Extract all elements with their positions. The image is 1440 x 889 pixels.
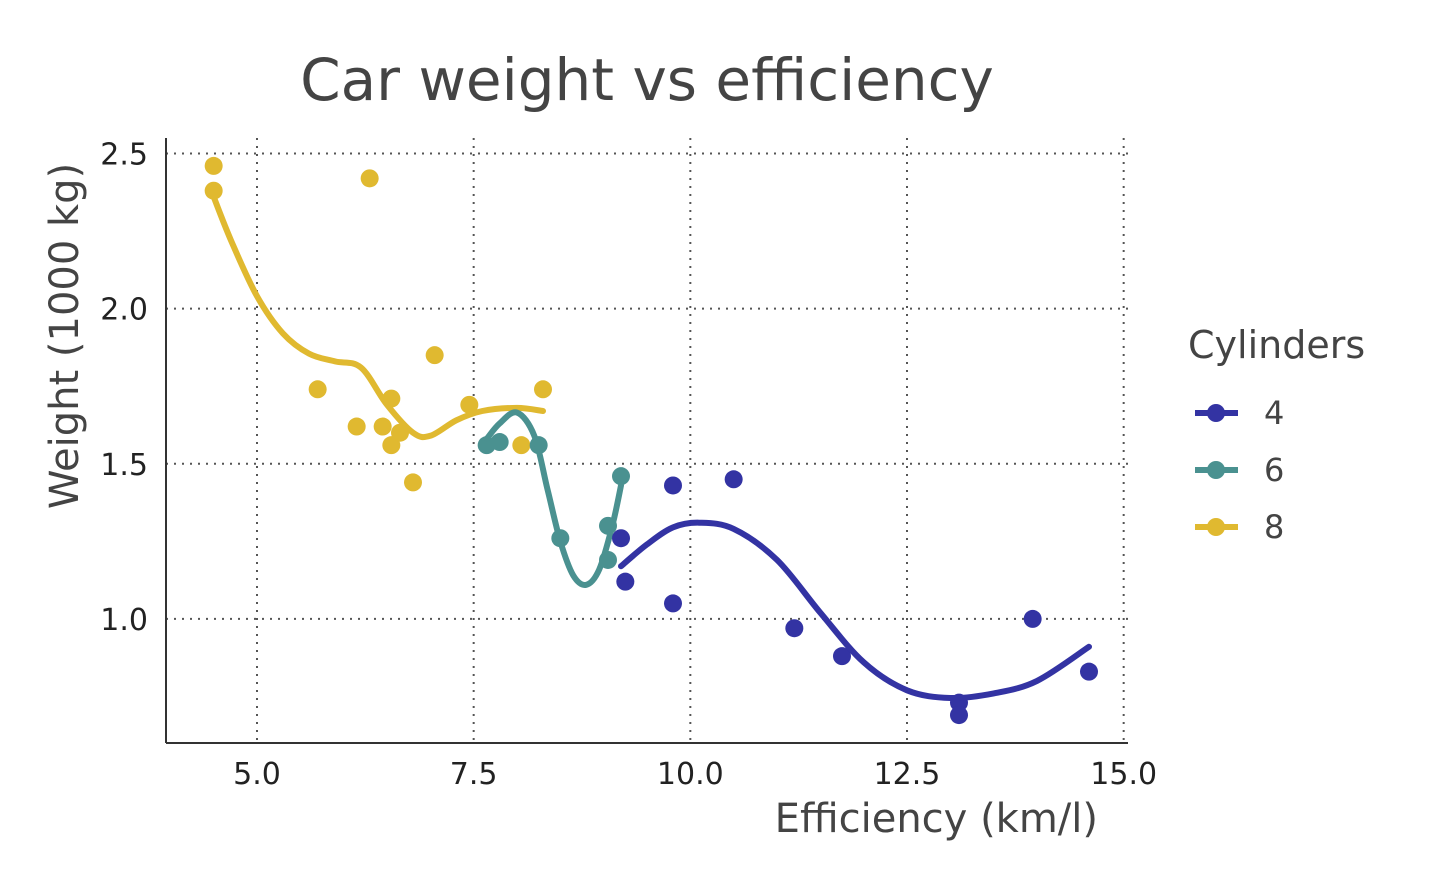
data-point [612,529,630,548]
data-point [664,594,682,613]
legend-item-8: 8 [1195,508,1284,546]
y-tick-label: 1.0 [100,603,148,638]
data-point [512,436,531,455]
data-point [612,467,630,486]
data-point [425,346,444,365]
chart-title: Car weight vs efficiency [300,46,994,114]
legend-marker [1207,404,1225,422]
legend-label: 8 [1264,508,1284,546]
x-tick-label: 10.0 [657,757,724,792]
data-point [404,473,422,492]
data-point [308,380,327,399]
legend-items: 4 6 8 [1195,394,1284,546]
y-tick-labels: 1.0 1.5 2.0 2.5 [100,138,148,638]
data-point [373,417,392,436]
x-tick-label: 15.0 [1090,757,1157,792]
smooth-line [483,409,624,588]
legend-marker [1207,518,1225,536]
legend-item-4: 4 [1195,394,1284,432]
data-point [1023,609,1042,628]
data-point [1080,662,1098,681]
y-tick-label: 2.5 [100,138,148,173]
data-point [785,619,804,638]
y-tick-label: 1.5 [100,448,148,483]
legend-item-6: 6 [1195,451,1284,489]
data-point [724,470,743,489]
x-tick-label: 12.5 [874,757,941,792]
series-8 [204,156,552,492]
data-point [204,181,223,200]
legend-label: 6 [1264,451,1284,489]
data-point [664,476,682,495]
data-point [616,572,635,591]
data-point [347,417,366,436]
x-axis-label: Efficiency (km/l) [775,796,1098,842]
data-point [534,380,552,399]
data-point [360,169,379,188]
data-point [204,156,223,175]
smooth-line [210,193,546,441]
series-4 [612,470,1098,725]
data-point [950,706,968,725]
x-tick-label: 5.0 [233,757,281,792]
smooth-line [618,519,1092,702]
grid [166,138,1128,743]
legend-marker [1207,461,1225,479]
series-6 [477,409,630,588]
data-point [833,647,851,666]
legend: Cylinders 4 6 8 [1188,323,1365,546]
data-point [490,433,509,452]
legend-label: 4 [1264,394,1284,432]
data-point [460,395,479,414]
x-tick-labels: 5.0 7.5 10.0 12.5 15.0 [233,757,1157,792]
y-tick-label: 2.0 [100,293,148,328]
x-tick-label: 7.5 [450,757,498,792]
series-layer [204,156,1098,725]
y-axis-label: Weight (1000 kg) [42,163,88,509]
legend-title: Cylinders [1188,323,1365,367]
